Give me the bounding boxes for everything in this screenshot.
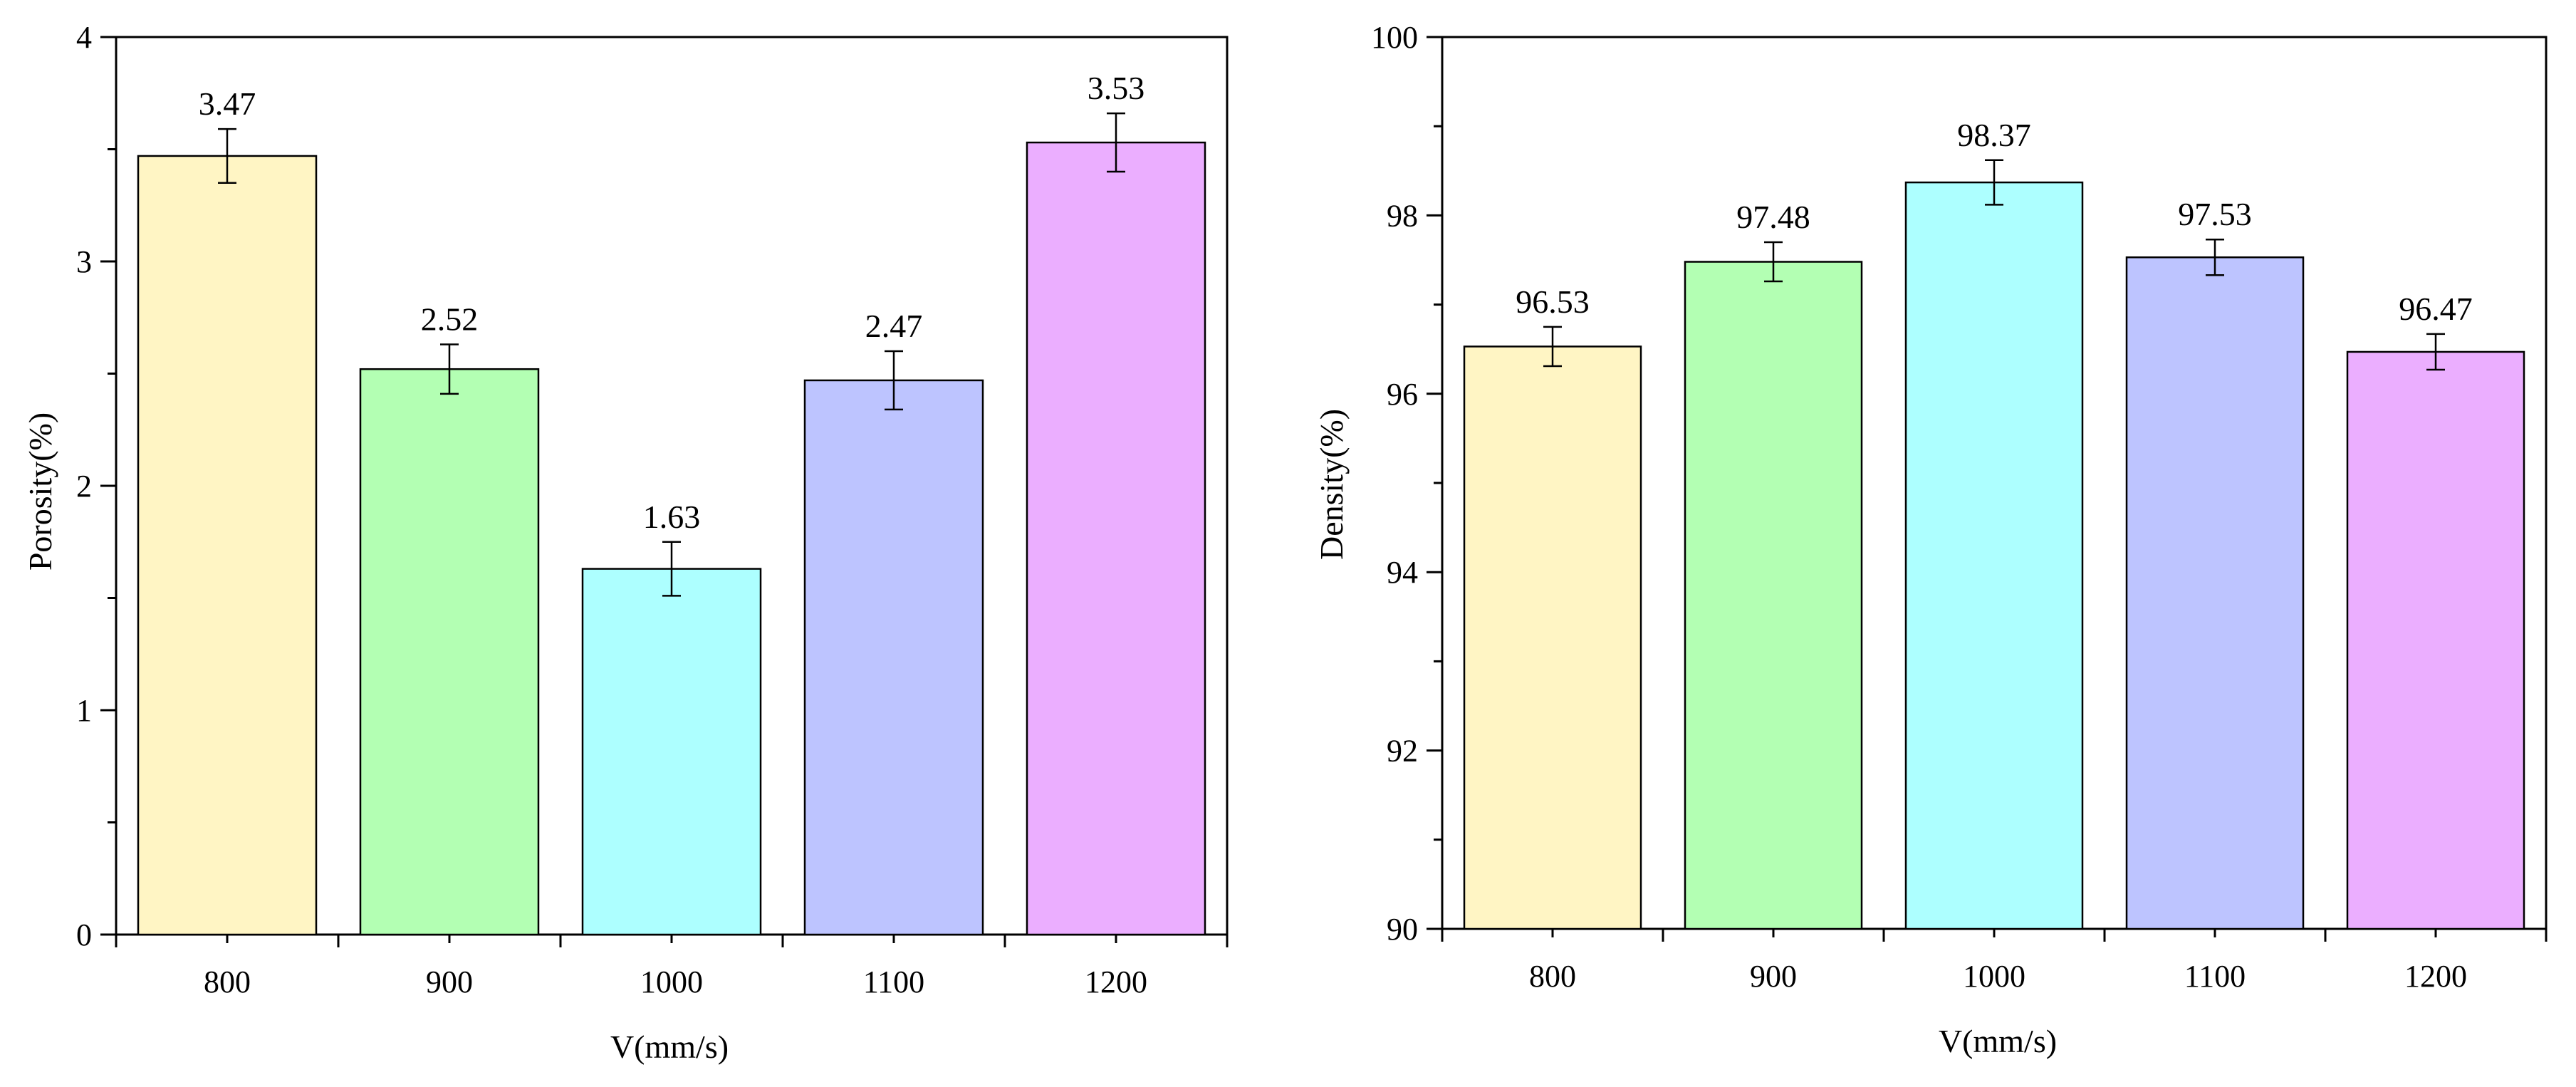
density-bars: 96.53 97.48 98.37 97.53 96.47 xyxy=(1463,117,2525,930)
porosity-y-tick-label: 1 xyxy=(76,693,92,728)
density-chart: 90 92 94 96 98 100 800 900 1000 1100 1200 96.53 97… xyxy=(1313,20,2548,1059)
density-bar-800 xyxy=(1463,345,1642,930)
density-x-tick-label: 1200 xyxy=(2404,959,2467,994)
density-value-label: 97.53 xyxy=(2178,196,2252,232)
density-y-axis-label: Density(%) xyxy=(1313,409,1350,560)
density-x-tick-label: 1100 xyxy=(2184,959,2246,994)
porosity-chart: 0 1 2 3 4 800 900 1000 1100 1200 3.47 2.52 1.63 2.4… xyxy=(22,20,1229,1065)
porosity-value-label: 3.53 xyxy=(1088,70,1145,106)
porosity-y-ticks: 0 1 2 3 4 xyxy=(76,20,116,952)
porosity-bar-1000 xyxy=(581,568,762,936)
density-x-tick-label: 800 xyxy=(1529,959,1576,994)
density-x-ticks: 800 900 1000 1100 1200 xyxy=(1441,929,2548,994)
density-y-tick-label: 100 xyxy=(1371,20,1418,55)
density-y-tick-label: 92 xyxy=(1387,734,1418,769)
density-y-ticks: 90 92 94 96 98 100 xyxy=(1371,20,1442,947)
porosity-x-tick-label: 1000 xyxy=(640,964,703,999)
porosity-y-tick-label: 2 xyxy=(76,469,92,504)
density-value-label: 97.48 xyxy=(1736,199,1810,235)
density-value-label: 98.37 xyxy=(1957,117,2031,153)
porosity-y-axis-label: Porosity(%) xyxy=(22,412,58,571)
density-bar-1000 xyxy=(1904,181,2084,930)
porosity-bar-1200 xyxy=(1026,141,1206,936)
density-y-tick-label: 96 xyxy=(1387,377,1418,412)
porosity-value-label: 1.63 xyxy=(643,499,701,535)
porosity-x-tick-label: 1100 xyxy=(863,964,924,999)
density-bar-1200 xyxy=(2346,350,2525,930)
porosity-value-label: 2.52 xyxy=(421,301,479,338)
porosity-value-label: 2.47 xyxy=(865,308,923,344)
porosity-y-tick-label: 4 xyxy=(76,20,92,55)
density-y-tick-label: 94 xyxy=(1387,555,1418,590)
porosity-bar-1100 xyxy=(803,379,984,936)
density-y-tick-label: 90 xyxy=(1387,912,1418,947)
density-value-label: 96.47 xyxy=(2399,291,2473,327)
density-bar-900 xyxy=(1684,261,1863,930)
porosity-bar-900 xyxy=(359,368,540,936)
porosity-x-axis-label: V(mm/s) xyxy=(610,1029,729,1065)
density-y-tick-label: 98 xyxy=(1387,198,1418,233)
porosity-bar-800 xyxy=(137,155,318,936)
density-x-tick-label: 900 xyxy=(1750,959,1797,994)
porosity-y-tick-label: 3 xyxy=(76,244,92,279)
porosity-y-tick-label: 0 xyxy=(76,917,92,952)
porosity-x-tick-label: 800 xyxy=(204,964,251,999)
density-x-tick-label: 1000 xyxy=(1963,959,2025,994)
porosity-x-tick-label: 1200 xyxy=(1085,964,1147,999)
porosity-value-label: 3.47 xyxy=(199,85,256,122)
porosity-bars: 3.47 2.52 1.63 2.47 3.53 xyxy=(137,70,1206,936)
porosity-x-tick-label: 900 xyxy=(426,964,473,999)
density-bar-1100 xyxy=(2125,256,2305,930)
density-x-axis-label: V(mm/s) xyxy=(1939,1023,2057,1059)
porosity-x-ticks: 800 900 1000 1100 1200 xyxy=(115,935,1229,999)
density-value-label: 96.53 xyxy=(1516,284,1590,320)
